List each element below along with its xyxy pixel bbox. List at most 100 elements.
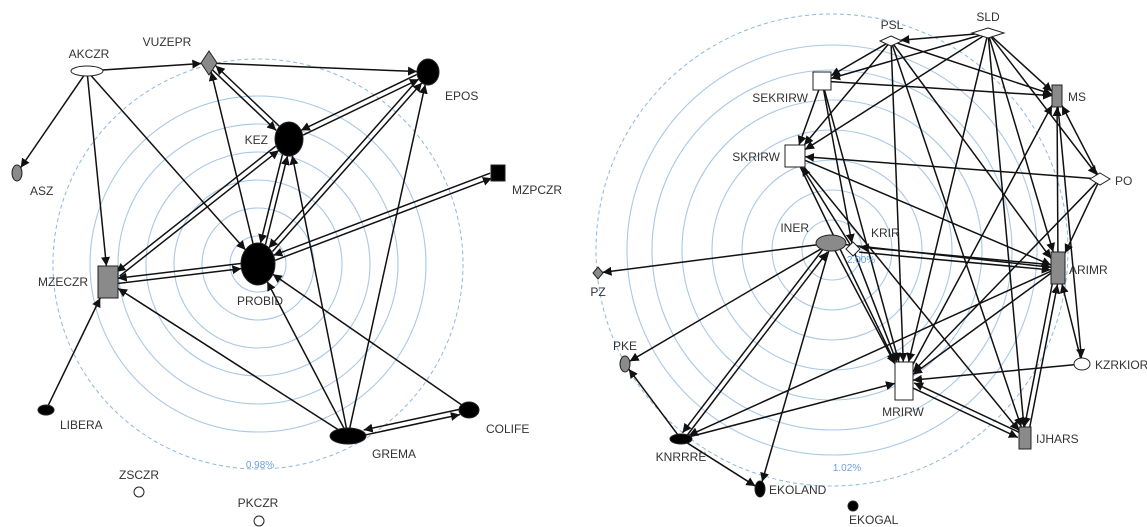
node-probid[interactable]: PROBID <box>237 242 283 308</box>
node-label: LIBERA <box>60 418 103 432</box>
edge-kez-to-mzeczr <box>115 145 277 273</box>
node-skrirw[interactable]: SKRIRW <box>732 144 806 168</box>
edge-psl-to-ms <box>897 42 1053 96</box>
node-pz[interactable]: PZ <box>590 266 606 299</box>
node-shape <box>592 266 604 280</box>
node-shape <box>253 515 265 527</box>
node-ms[interactable]: MS <box>1051 84 1086 108</box>
edges-right <box>602 33 1099 487</box>
edge-mzeczr-to-kez <box>119 149 280 277</box>
edge-krir-to-mrirw <box>854 253 898 363</box>
edge-probid-to-vuzepr <box>208 71 254 245</box>
node-arimr[interactable]: ARIMR <box>1050 251 1108 285</box>
node-sekrirw[interactable]: SEKRIRW <box>752 71 832 105</box>
edge-sekrirw-to-skrirw <box>797 89 820 146</box>
percent-label-right: 1.02% <box>833 463 861 474</box>
node-kez[interactable]: KEZ <box>245 121 304 157</box>
edge-vuzepr-to-kez <box>211 68 277 131</box>
edge-ijhars-to-arimr <box>1028 284 1061 428</box>
node-shape <box>329 427 367 445</box>
node-kzrkior[interactable]: KZRKIOR <box>1073 357 1147 372</box>
edge-iner-to-pke <box>629 248 822 362</box>
node-label: ARIMR <box>1069 263 1108 277</box>
node-shape <box>812 71 832 91</box>
node-mrirw[interactable]: MRIRW <box>882 361 925 419</box>
edge-sekrirw-to-ms <box>830 80 1053 100</box>
node-shape <box>1018 426 1032 450</box>
edge-krir-to-skrirw <box>801 166 851 246</box>
node-label: PZ <box>590 285 605 299</box>
edge-skrirw-to-arimr <box>804 159 1052 266</box>
node-epos[interactable]: EPOS <box>416 58 478 103</box>
node-shape <box>490 164 506 182</box>
edge-libera-to-mzeczr <box>47 297 101 406</box>
edge-ms-to-kzrkior <box>1057 106 1086 359</box>
node-shape <box>37 404 55 416</box>
node-label: ASZ <box>30 184 53 198</box>
node-label: AKCZR <box>69 47 110 61</box>
node-shape <box>970 27 1006 39</box>
node-pkczr[interactable]: PKCZR <box>238 496 279 527</box>
ring-7 <box>626 44 1038 456</box>
node-zsczr[interactable]: ZSCZR <box>119 468 159 498</box>
node-shape <box>200 50 218 76</box>
node-asz[interactable]: ASZ <box>11 164 53 198</box>
node-shape <box>458 401 480 419</box>
edge-sekrirw-to-krir <box>822 89 855 244</box>
node-shape <box>1089 172 1111 186</box>
node-shape <box>133 486 145 498</box>
edge-psl-to-skrirw <box>803 44 889 146</box>
edge-kez-to-epos <box>302 78 420 136</box>
edge-sld-to-psl <box>900 33 976 44</box>
edge-krir-to-arimr <box>859 251 1051 274</box>
edge-kez-to-probid <box>258 154 284 244</box>
edge-vuzepr-to-epos <box>216 62 418 76</box>
edge-po-to-arimr <box>1064 183 1099 254</box>
edge-probid-to-mzpczr <box>274 177 493 261</box>
node-grema[interactable]: GREMA <box>329 427 416 461</box>
edge-grema-to-colife <box>364 412 461 436</box>
node-knrrre[interactable]: KNRRRE <box>656 433 707 464</box>
node-shape <box>1050 251 1066 285</box>
node-label: EPOS <box>445 89 478 103</box>
edge-sld-to-po <box>990 36 1098 176</box>
edge-grema-to-probid <box>266 281 345 429</box>
node-shape <box>274 121 304 157</box>
edge-knrrre-to-mrirw <box>690 381 896 438</box>
node-sld[interactable]: SLD <box>970 10 1006 39</box>
edge-probid-to-epos <box>271 82 423 253</box>
node-vuzepr[interactable]: VUZEPR <box>143 35 218 76</box>
edge-iner-to-ekoland <box>760 250 830 482</box>
node-shape <box>754 480 766 498</box>
edge-akczr-to-vuzepr <box>102 59 202 71</box>
node-shape <box>97 265 119 299</box>
node-label: MS <box>1068 90 1086 104</box>
edge-psl-to-mrirw <box>890 45 908 363</box>
node-ekogal[interactable]: EKOGAL <box>847 500 899 527</box>
edge-skrirw-to-mrirw <box>799 166 896 363</box>
node-po[interactable]: PO <box>1089 172 1132 188</box>
node-mzeczr[interactable]: MZECZR <box>38 265 119 299</box>
node-colife[interactable]: COLIFE <box>458 401 529 436</box>
edge-arimr-to-mrirw <box>912 272 1052 376</box>
edge-ijhars-to-mrirw <box>913 382 1021 434</box>
node-psl[interactable]: PSL <box>878 18 904 47</box>
node-pke[interactable]: PKE <box>613 339 637 373</box>
percent-label-left: 0.98% <box>246 460 274 471</box>
node-ekoland[interactable]: EKOLAND <box>754 480 827 498</box>
edge-grema-to-mzeczr <box>117 287 339 431</box>
node-mzpczr[interactable]: MZPCZR <box>490 164 562 197</box>
edge-sld-to-skrirw <box>804 35 984 151</box>
edge-sld-to-mrirw <box>906 37 988 363</box>
node-label: KZRKIOR <box>1095 358 1147 372</box>
node-iner[interactable]: INER <box>780 221 847 252</box>
node-shape <box>847 500 859 512</box>
node-shape <box>70 65 104 77</box>
node-label: MZPCZR <box>512 183 562 197</box>
node-label: PSL <box>881 18 904 32</box>
node-libera[interactable]: LIBERA <box>37 404 103 432</box>
node-akczr[interactable]: AKCZR <box>69 47 110 77</box>
node-krir[interactable]: KRIR <box>845 226 900 257</box>
node-shape <box>619 355 631 373</box>
node-ijhars[interactable]: IJHARS <box>1018 426 1079 450</box>
